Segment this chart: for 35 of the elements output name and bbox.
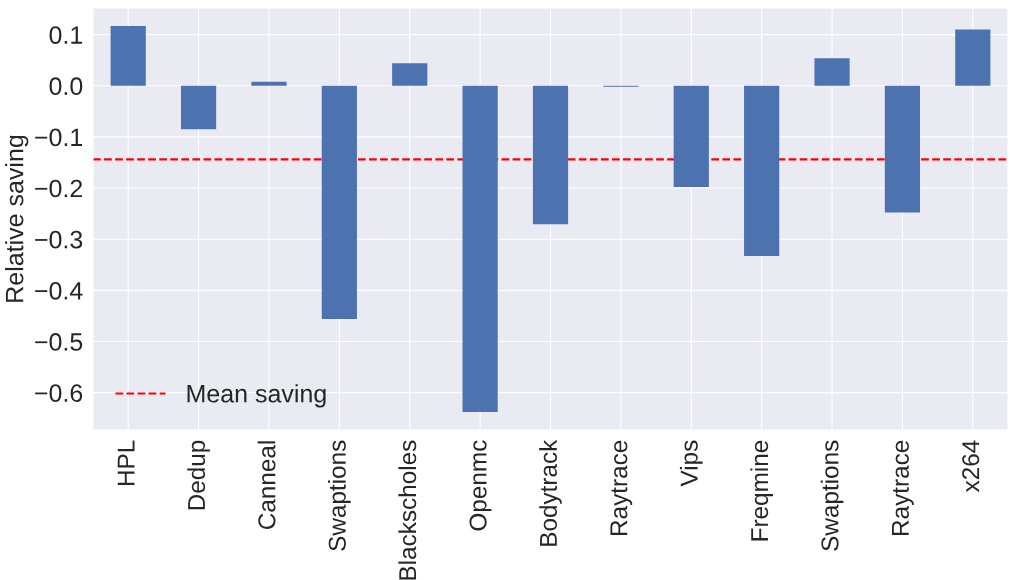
x-tick-label: Swaptions [820, 440, 844, 551]
bar [955, 29, 991, 86]
x-tick-label: x264 [962, 440, 980, 493]
x-tick-label: HPL [117, 440, 135, 486]
x-tick-label: Vips [679, 440, 703, 487]
x-tick-label: Dedup [187, 440, 210, 510]
x-tick-label: Blackscholes [398, 440, 417, 580]
bar [744, 85, 780, 257]
bar [392, 63, 428, 86]
x-tick-label: Freqmine [750, 440, 773, 541]
legend-label: Mean saving [187, 384, 326, 408]
y-tick-label: −0.5 [35, 333, 83, 351]
y-axis-title: Relative saving [5, 135, 29, 302]
bar [532, 85, 569, 225]
bar [251, 81, 287, 86]
x-tick-label: Openmc [469, 440, 492, 531]
bar [673, 85, 709, 188]
y-tick-label: 0.1 [49, 26, 83, 44]
x-tick-label: Swaptions [328, 440, 351, 551]
bar [180, 85, 217, 130]
y-tick-label: −0.3 [35, 230, 83, 249]
x-tick-label: Raytrace [610, 440, 633, 535]
y-tick-label: −0.2 [35, 179, 83, 198]
x-tick-label: Bodytrack [539, 439, 562, 546]
bar [884, 85, 921, 213]
bar [110, 25, 146, 86]
bar [814, 58, 850, 86]
x-tick-label: Canneal [257, 441, 276, 530]
y-tick-label: −0.4 [35, 281, 83, 300]
y-tick-label: 0.0 [49, 77, 83, 96]
bar [462, 85, 498, 413]
x-tick-label: Raytrace [891, 440, 914, 535]
y-tick-label: −0.6 [35, 384, 83, 402]
y-tick-label: −0.1 [35, 128, 83, 147]
bar [321, 85, 357, 319]
